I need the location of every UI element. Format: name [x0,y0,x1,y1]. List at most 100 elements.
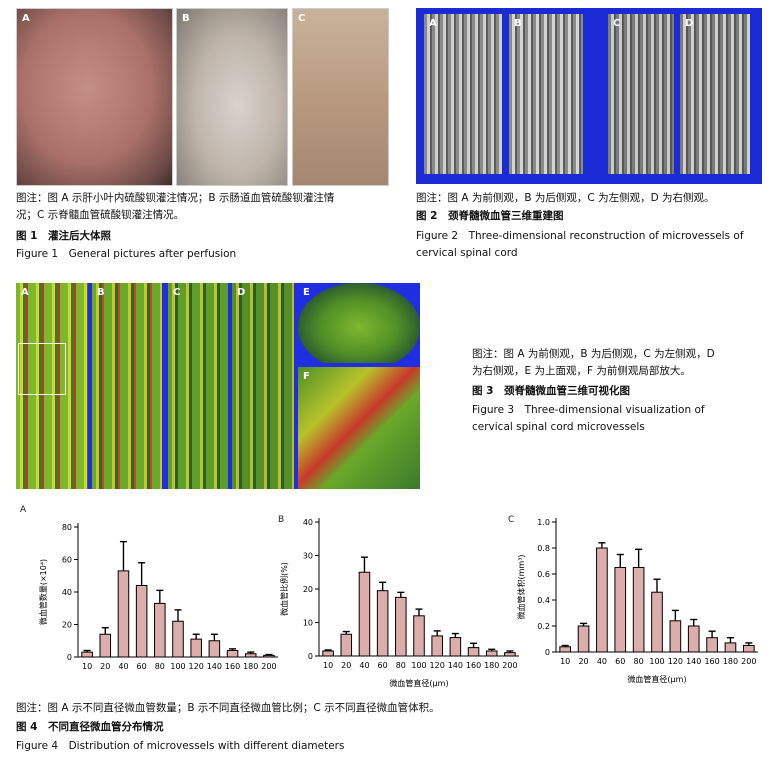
chart-y-tick-label: 0 [67,653,72,662]
fig3-panel-label: D [237,287,246,298]
chart-x-tick-label: 200 [261,662,276,671]
chart-bar [263,654,275,658]
chart-bar [632,567,645,653]
chart-x-tick-label: 100 [170,662,185,671]
fig3-panel-f-anterior-magnified: F [298,367,420,489]
fig2-note: 图注：图 A 为前侧观，B 为后侧观，C 为左侧观，D 为右侧观。 [416,192,715,204]
chart-bar [358,571,371,657]
fig2-panel-d-right: D [680,14,750,174]
fig2-panel-b-posterior: B [509,14,583,174]
chart-x-tick-label: 10 [560,657,570,666]
chart-bar [651,591,663,653]
fig3-title-en: Figure 3 Three-dimensional visualization… [472,402,772,436]
chart-bar [431,635,443,657]
chart-y-tick-label: 30 [303,552,313,561]
chart-y-tick-label: 0.2 [537,622,550,631]
chart-y-axis-label: 微血管数量(×10⁴) [38,559,48,625]
chart-bar [376,590,389,657]
chart-y-tick-label: 0.6 [537,570,550,579]
chart-y-tick-label: 0.4 [537,596,550,605]
chart-bar [687,625,700,653]
fig3-note-line: 图注：图 A 为前侧观，B 为后侧观，C 为左侧观，D [472,348,715,360]
chart-x-tick-label: 10 [82,662,92,671]
chart-x-tick-label: 100 [649,657,664,666]
chart-x-tick-label: 10 [323,661,333,670]
chart-y-tick-label: 40 [62,588,72,597]
chart-x-tick-label: 140 [686,657,701,666]
chart-bar [154,602,166,658]
fig4-chart-b: B 0 10 20 30 40 微血管比例(%) 10 20 40 60 80 100 120 140 160… [276,500,526,690]
chart-y-tick-label: 0.8 [537,544,550,553]
chart-y-tick-label: 0 [545,648,550,657]
chart-y-tick-label: 20 [303,585,313,594]
chart-x-tick-label: 80 [634,657,644,666]
fig3-panel-b-posterior: B [92,283,162,489]
chart-x-tick-label: 180 [484,661,499,670]
fig3-image: A B C D E F [16,283,420,489]
chart-y-tick-label: 1.0 [537,518,550,527]
chart-x-tick-label: 40 [118,662,128,671]
fig3-panel-d-right: D [232,283,294,489]
fig1-note: 图注：图 A 示肝小叶内硫酸钡灌注情况；B 示肠道血管硫酸钡灌注情 况；C 示脊… [16,190,396,224]
chart-x-tick-label: 160 [704,657,719,666]
fig1-panel-c-spinal-cord-photo: C [292,8,389,186]
fig4-title-en: Figure 4 Distribution of microvessels wi… [16,740,345,752]
fig1-title-cn: 图 1 灌注后大体照 [16,230,111,242]
fig2-title-en-line: cervical spinal cord [416,247,518,259]
chart-x-tick-label: 120 [430,661,445,670]
chart-y-axis-label: 微血管比例(%) [279,562,289,616]
chart-bar [226,650,239,658]
fig2-panel-label: D [685,18,694,29]
fig1-title-en: Figure 1 General pictures after perfusio… [16,248,237,260]
chart-panel-label: C [508,515,514,525]
chart-x-tick-label: 120 [189,662,204,671]
fig3-title-en-line: Figure 3 Three-dimensional visualization… [472,404,705,416]
chart-x-tick-label: 20 [100,662,110,671]
chart-bar [81,651,93,658]
fig2-title-en-line: Figure 2 Three-dimensional reconstructio… [416,230,744,242]
chart-x-tick-label: 200 [741,657,756,666]
chart-bar [322,650,334,657]
chart-x-tick-label: 80 [155,662,165,671]
chart-x-tick-label: 80 [396,661,406,670]
chart-bar [244,653,257,658]
fig3-panel-label: F [303,371,310,382]
chart-x-tick-label: 100 [411,661,426,670]
fig1-panel-label: B [182,13,190,24]
fig2-panel-label: A [429,18,437,29]
fig4-chart-a-svg: A 0 20 40 60 80 微血管数量(×10⁴) 10 20 40 60 80 100 120 140… [20,505,278,671]
chart-x-tick-label: 20 [341,661,351,670]
fig3-zoom-box [18,343,66,395]
chart-bar [596,547,608,653]
chart-bar [190,638,202,658]
fig1-note-line: 图注：图 A 示肝小叶内硫酸钡灌注情况；B 示肠道血管硫酸钡灌注情 [16,192,335,204]
chart-y-tick-label: 10 [303,619,313,628]
chart-x-tick-label: 40 [597,657,607,666]
fig3-panel-label: A [21,287,29,298]
chart-x-tick-label: 140 [448,661,463,670]
fig3-note-line: 为右侧观，E 为上面观，F 为前侧观局部放大。 [472,365,691,377]
chart-bar [742,645,755,653]
chart-panel-label: B [278,515,284,525]
fig2-panel-label: B [514,18,522,29]
fig3-title-en-line: cervical spinal cord microvessels [472,421,645,433]
fig2-image: A B C D [416,8,762,184]
chart-bar [135,585,148,658]
fig4-chart-c-svg: C 0 0.2 0.4 0.6 0.8 1.0 微血管体积(mm³) 10 20 40 60 80 100… [508,515,758,684]
fig1-panel-label: C [298,13,306,24]
fig4-note: 图注：图 A 示不同直径微血管数量；B 示不同直径微血管比例；C 示不同直径微血… [16,702,440,714]
fig4-chart-a: A 0 20 40 60 80 微血管数量(×10⁴) 10 20 40 60 80 100 120 140… [16,500,278,680]
chart-x-tick-label: 60 [378,661,388,670]
fig2-panel-label: C [613,18,621,29]
chart-x-tick-label: 20 [578,657,588,666]
fig1-panel-b-intestine-photo: B [176,8,288,186]
chart-x-tick-label: 60 [137,662,147,671]
chart-y-tick-label: 80 [62,523,72,532]
chart-x-tick-label: 120 [668,657,683,666]
chart-bar [99,633,112,658]
chart-x-axis-label: 微血管直径(μm) [627,674,686,684]
chart-y-tick-label: 0 [308,652,313,661]
fig3-panel-label: B [97,287,105,298]
chart-bar [485,650,498,657]
fig3-title-cn: 图 3 颈脊髓微血管三维可视化图 [472,385,630,397]
